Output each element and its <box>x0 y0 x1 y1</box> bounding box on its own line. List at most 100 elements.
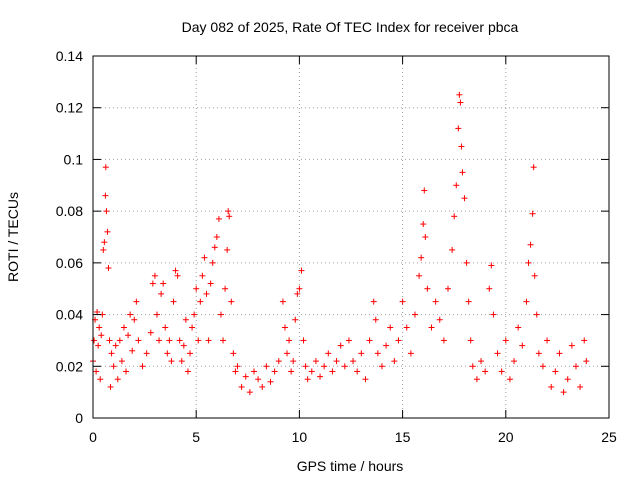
data-point <box>91 337 97 343</box>
data-point <box>98 332 104 338</box>
data-point <box>528 242 534 248</box>
data-point <box>305 376 311 382</box>
data-point <box>329 368 335 374</box>
y-tick-label: 0.06 <box>56 255 83 271</box>
data-point <box>135 337 141 343</box>
data-point <box>222 286 228 292</box>
data-point <box>526 260 532 266</box>
data-point <box>552 368 558 374</box>
data-point <box>204 291 210 297</box>
data-point <box>93 368 99 374</box>
data-point <box>445 286 451 292</box>
data-point <box>531 164 537 170</box>
axis-ticks: 0 5 10 15 20 25 0 0.02 0.04 0.06 0.08 0.1 0.12 0.14 <box>56 48 617 445</box>
data-point <box>313 358 319 364</box>
data-point <box>503 337 509 343</box>
data-point <box>140 363 146 369</box>
data-point <box>371 299 377 305</box>
data-point <box>280 299 286 305</box>
data-point <box>458 144 464 150</box>
grid-lines <box>93 56 609 418</box>
data-points <box>90 92 589 395</box>
y-tick-label: 0 <box>75 410 83 426</box>
data-point <box>117 337 123 343</box>
data-point <box>544 337 550 343</box>
data-point <box>441 337 447 343</box>
data-point <box>156 337 162 343</box>
data-point <box>449 247 455 253</box>
data-point <box>373 317 379 323</box>
data-point <box>495 350 501 356</box>
x-tick-label: 15 <box>395 429 411 445</box>
data-point <box>334 358 340 364</box>
x-tick-label: 20 <box>498 429 514 445</box>
data-point <box>131 317 137 323</box>
data-point <box>569 343 575 349</box>
data-point <box>148 330 154 336</box>
data-point <box>418 255 424 261</box>
data-point <box>338 343 344 349</box>
data-point <box>303 363 309 369</box>
data-point <box>581 337 587 343</box>
data-point <box>101 239 107 245</box>
data-point <box>228 299 234 305</box>
y-tick-label: 0.02 <box>56 358 83 374</box>
data-point <box>422 234 428 240</box>
data-point <box>214 234 220 240</box>
data-point <box>158 291 164 297</box>
data-point <box>154 312 160 318</box>
data-point <box>282 325 288 331</box>
data-point <box>125 332 131 338</box>
data-point <box>317 374 323 380</box>
data-point <box>232 368 238 374</box>
data-point <box>210 260 216 266</box>
data-point <box>400 299 406 305</box>
data-point <box>230 350 236 356</box>
data-point <box>519 343 525 349</box>
data-point <box>152 273 158 279</box>
data-point <box>185 368 191 374</box>
data-point <box>225 208 231 214</box>
data-point <box>259 384 265 390</box>
data-point <box>515 325 521 331</box>
data-point <box>379 363 385 369</box>
data-point <box>187 350 193 356</box>
data-point <box>499 368 505 374</box>
data-point <box>111 363 117 369</box>
data-point <box>263 363 269 369</box>
data-point <box>247 389 253 395</box>
data-point <box>464 260 470 266</box>
data-point <box>195 337 201 343</box>
data-point <box>536 350 542 356</box>
data-point <box>175 273 181 279</box>
data-point <box>216 216 222 222</box>
y-tick-label: 0.12 <box>56 100 83 116</box>
data-point <box>226 213 232 219</box>
data-point <box>251 368 257 374</box>
data-point <box>540 363 546 369</box>
y-tick-label: 0.08 <box>56 203 83 219</box>
data-point <box>290 358 296 364</box>
plot-frame <box>93 56 609 418</box>
data-point <box>243 374 249 380</box>
data-point <box>103 208 109 214</box>
data-point <box>166 337 172 343</box>
data-point <box>183 317 189 323</box>
data-point <box>108 384 114 390</box>
data-point <box>321 363 327 369</box>
data-point <box>276 358 282 364</box>
data-point <box>416 273 422 279</box>
data-point <box>383 343 389 349</box>
data-point <box>284 350 290 356</box>
data-point <box>301 337 307 343</box>
data-point <box>453 182 459 188</box>
data-point <box>511 358 517 364</box>
data-point <box>218 312 224 318</box>
data-point <box>107 337 113 343</box>
data-point <box>309 368 315 374</box>
data-point <box>193 286 199 292</box>
data-point <box>354 368 360 374</box>
data-point <box>375 350 381 356</box>
data-point <box>342 363 348 369</box>
